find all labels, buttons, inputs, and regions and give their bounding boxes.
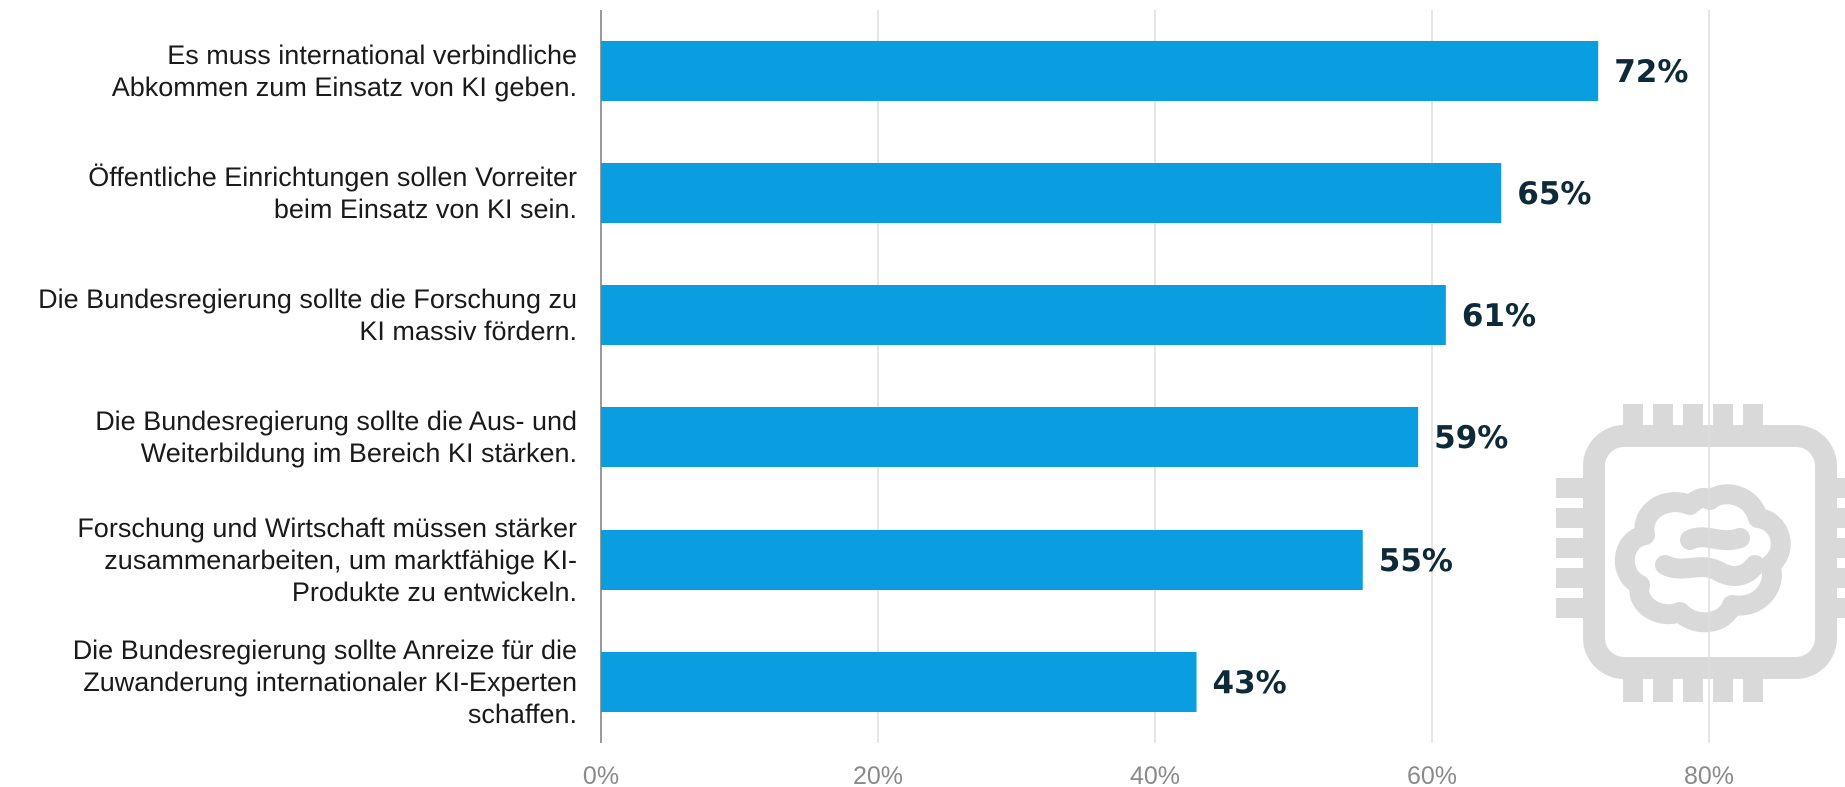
category-label-line: Öffentliche Einrichtungen sollen Vorreit…	[88, 162, 577, 192]
bar	[601, 41, 1599, 101]
bar	[601, 652, 1197, 712]
category-label-line: Die Bundesregierung sollte die Forschung…	[38, 284, 577, 314]
bar	[601, 530, 1363, 590]
category-label: Forschung und Wirtschaft müssen stärkerz…	[77, 513, 577, 607]
category-label-line: Forschung und Wirtschaft müssen stärker	[77, 513, 577, 543]
bar	[601, 407, 1419, 467]
x-tick-label: 20%	[853, 762, 903, 787]
value-label: 61%	[1462, 298, 1536, 334]
chip-brain-icon	[1556, 404, 1845, 702]
category-label: Die Bundesregierung sollte die Aus- undW…	[95, 406, 577, 468]
category-label-line: Abkommen zum Einsatz von KI geben.	[112, 72, 577, 102]
category-label-line: Die Bundesregierung sollte die Aus- und	[95, 406, 577, 436]
x-tick-label: 60%	[1407, 762, 1457, 787]
value-label: 43%	[1213, 665, 1287, 701]
value-label: 72%	[1614, 54, 1688, 90]
bar	[601, 163, 1502, 223]
category-label-line: Produkte zu entwickeln.	[292, 577, 577, 607]
category-label: Die Bundesregierung sollte Anreize für d…	[73, 635, 577, 729]
category-label-line: zusammenarbeiten, um marktfähige KI-	[104, 545, 577, 575]
category-label: Öffentliche Einrichtungen sollen Vorreit…	[88, 162, 577, 224]
value-label: 59%	[1434, 420, 1508, 456]
bar	[601, 285, 1446, 345]
category-label: Es muss international verbindlicheAbkomm…	[112, 40, 577, 102]
x-tick-label: 0%	[583, 762, 619, 787]
category-label-line: Es muss international verbindliche	[167, 40, 577, 70]
x-tick-label: 80%	[1684, 762, 1734, 787]
category-label-line: beim Einsatz von KI sein.	[274, 194, 577, 224]
category-label-line: Weiterbildung im Bereich KI stärken.	[141, 438, 577, 468]
x-tick-label: 40%	[1130, 762, 1180, 787]
category-label-line: Zuwanderung internationaler KI-Experten	[83, 667, 577, 697]
category-label-line: Die Bundesregierung sollte Anreize für d…	[73, 635, 577, 665]
category-label-line: schaffen.	[468, 699, 577, 729]
value-label: 65%	[1517, 176, 1591, 212]
category-label-line: KI massiv fördern.	[359, 316, 577, 346]
value-label: 55%	[1379, 543, 1453, 579]
category-label: Die Bundesregierung sollte die Forschung…	[38, 284, 577, 346]
